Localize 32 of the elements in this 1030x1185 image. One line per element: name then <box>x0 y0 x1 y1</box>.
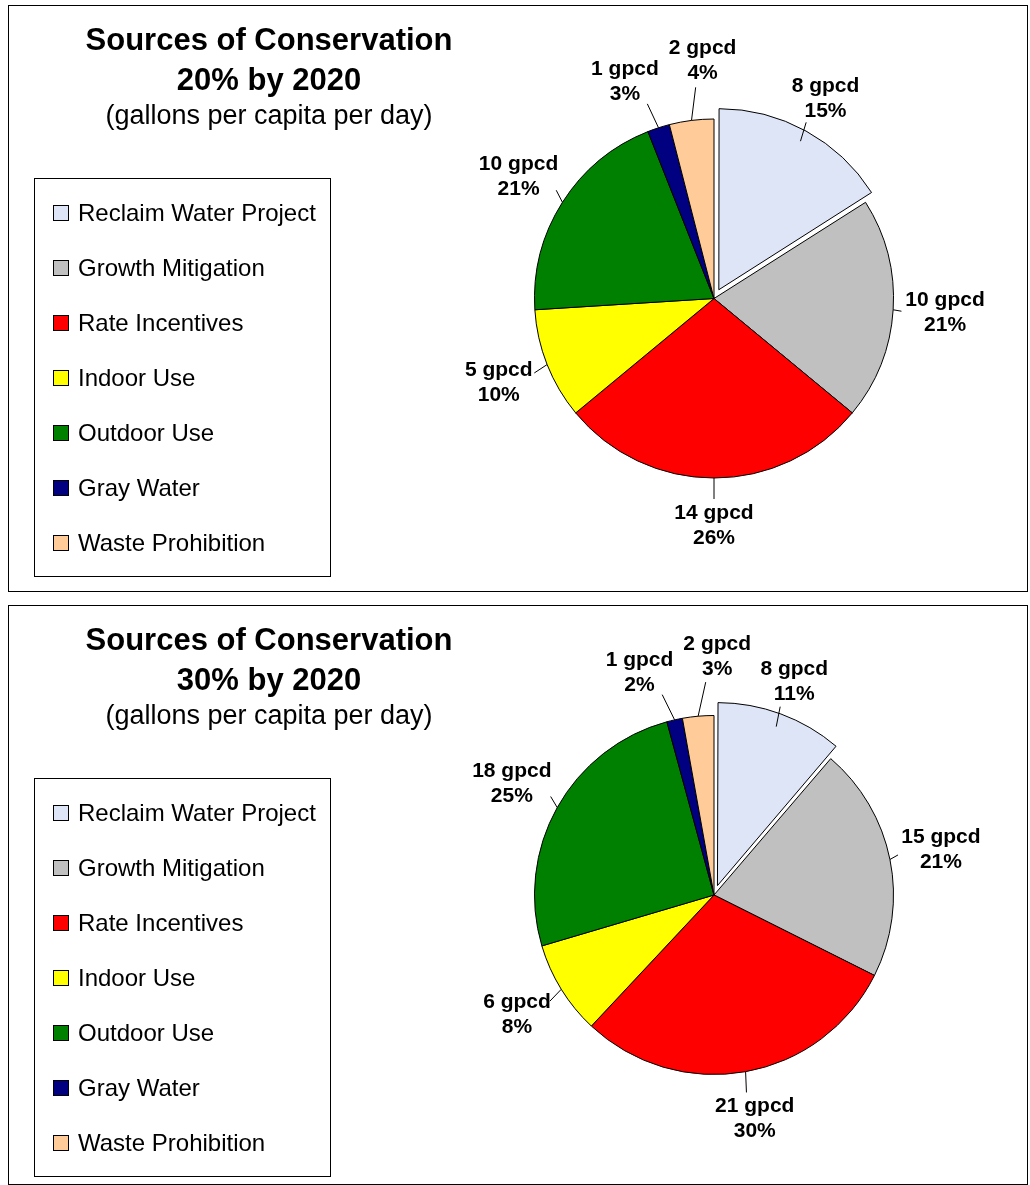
data-label: 10 gpcd 21% <box>478 150 559 199</box>
text: (gallons per capita per day) <box>104 700 434 731</box>
legend-label: Rate Incentives <box>78 908 244 937</box>
legend-label: Indoor Use <box>78 363 196 392</box>
data-label: 21 gpcd 30% <box>715 1093 795 1142</box>
legend-label: Growth Mitigation <box>78 253 265 282</box>
data-label: 10 gpcd 21% <box>905 287 985 336</box>
legend-label: Waste Prohibition <box>78 528 266 557</box>
data-label: 2 gpcd 3% <box>683 630 752 679</box>
legend-label: Outdoor Use <box>78 1018 215 1047</box>
data-label: 14 gpcd 26% <box>674 500 754 549</box>
chart-title: Sources of Conservation 30% by 2020 <box>84 621 454 699</box>
data-label: 5 gpcd 10% <box>464 356 533 405</box>
legend-label: Indoor Use <box>78 963 196 992</box>
data-label: 2 gpcd 4% <box>668 35 737 84</box>
data-label: 18 gpcd 25% <box>472 758 552 807</box>
data-label: 1 gpcd 3% <box>591 56 659 105</box>
legend-label: Reclaim Water Project <box>78 798 316 827</box>
chart-title: Sources of Conservation 20% by 2020 <box>84 21 454 99</box>
data-label: 15 gpcd 21% <box>901 824 981 873</box>
legend-label: Gray Water <box>78 1073 200 1102</box>
legend-label: Outdoor Use <box>78 418 215 447</box>
legend-label: Waste Prohibition <box>78 1128 266 1157</box>
data-label: 8 gpcd 15% <box>791 73 860 122</box>
data-label: 1 gpcd 2% <box>605 647 674 696</box>
legend-label: Growth Mitigation <box>78 853 265 882</box>
legend-label: Rate Incentives <box>78 308 244 337</box>
legend-label: Gray Water <box>78 473 200 502</box>
legend-label: Reclaim Water Project <box>78 198 316 227</box>
text: (gallons per capita per day) <box>104 100 434 131</box>
data-label: 8 gpcd 11% <box>760 655 829 704</box>
data-label: 6 gpcd 8% <box>483 988 551 1037</box>
